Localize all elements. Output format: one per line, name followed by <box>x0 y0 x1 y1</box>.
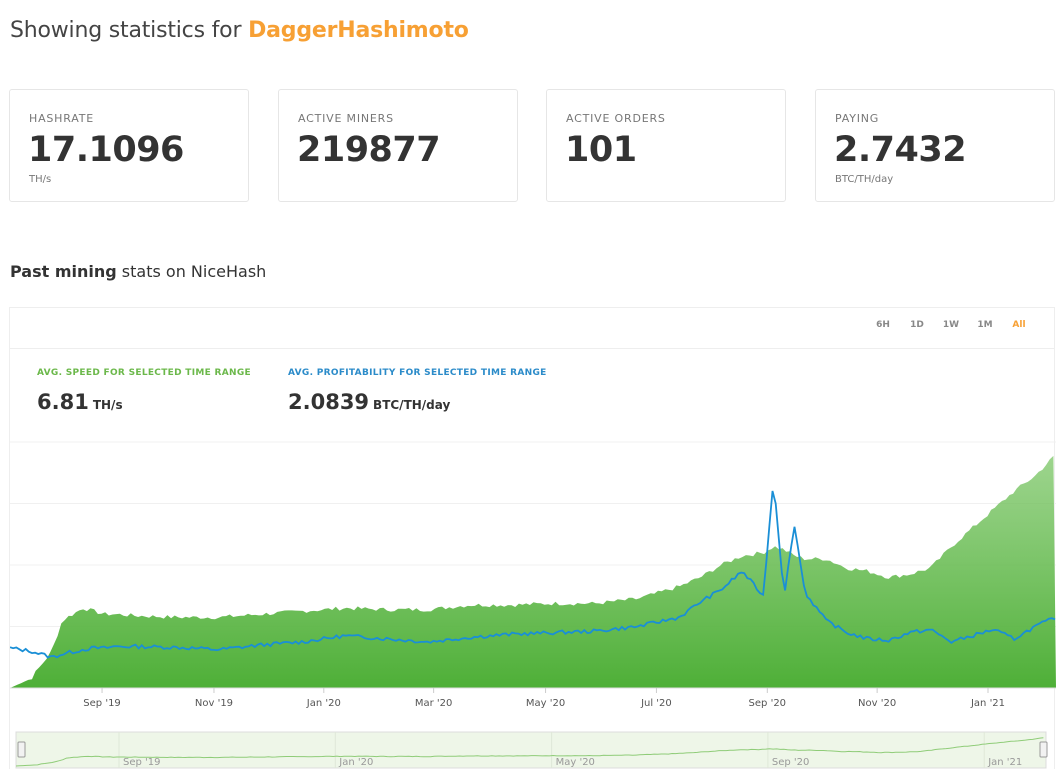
range-1w-button[interactable]: 1W <box>942 320 960 330</box>
stat-card-hashrate: HASHRATE 17.1096 TH/s <box>9 89 249 202</box>
algorithm-name: DaggerHashimoto <box>248 18 469 43</box>
stat-label: ACTIVE ORDERS <box>566 112 666 125</box>
navigator-left-handle[interactable] <box>17 741 26 758</box>
chart-panel: 6H 1D 1W 1M All AVG. SPEED FOR SELECTED … <box>9 307 1056 769</box>
navigator-series <box>15 737 1044 767</box>
range-1d-button[interactable]: 1D <box>910 320 924 330</box>
avg-speed-value-line: 6.81 TH/s <box>37 390 251 414</box>
stat-card-active-miners: ACTIVE MINERS 219877 <box>278 89 518 202</box>
range-1m-button[interactable]: 1M <box>977 320 993 330</box>
navigator-tick-label: Sep '19 <box>123 757 161 768</box>
x-tick-label: Jan '20 <box>306 698 341 709</box>
section-title-rest: stats on NiceHash <box>116 262 267 281</box>
title-prefix: Showing statistics for <box>10 18 249 43</box>
range-all-button[interactable]: All <box>1012 320 1026 330</box>
x-axis: Sep '19 Nov '19 Jan '20 Mar '20 May '20 Jul '… <box>10 687 1056 709</box>
navigator-tick-label: Jan '20 <box>338 757 373 768</box>
stat-label: PAYING <box>835 112 880 125</box>
navigator-tick-label: Sep '20 <box>772 757 810 768</box>
stat-card-paying: PAYING 2.7432 BTC/TH/day <box>815 89 1055 202</box>
section-title: Past mining stats on NiceHash <box>10 262 266 281</box>
stat-card-active-orders: ACTIVE ORDERS 101 <box>546 89 786 202</box>
x-tick-label: Sep '19 <box>83 698 121 709</box>
avg-speed-unit: TH/s <box>92 398 123 412</box>
x-tick-label: May '20 <box>526 698 565 709</box>
stat-unit: BTC/TH/day <box>835 174 894 185</box>
navigator-right-handle[interactable] <box>1039 741 1048 758</box>
x-tick-label: Nov '20 <box>858 698 896 709</box>
range-6h-button[interactable]: 6H <box>876 320 890 330</box>
stat-value: 17.1096 <box>28 130 184 170</box>
stat-label: ACTIVE MINERS <box>298 112 394 125</box>
range-selector: 6H 1D 1W 1M All <box>866 320 1036 330</box>
x-tick-label: Sep '20 <box>749 698 787 709</box>
avg-speed-label: AVG. SPEED FOR SELECTED TIME RANGE <box>37 368 251 378</box>
avg-profit-value: 2.0839 <box>288 390 370 414</box>
avg-profit-value-line: 2.0839 BTC/TH/day <box>288 390 547 414</box>
speed-series-area <box>10 455 1056 688</box>
navigator-tick-label: Jan '21 <box>987 757 1022 768</box>
avg-speed-block: AVG. SPEED FOR SELECTED TIME RANGE 6.81 T… <box>37 368 251 414</box>
avg-profit-label: AVG. PROFITABILITY FOR SELECTED TIME RAN… <box>288 368 547 378</box>
stat-value: 2.7432 <box>834 130 967 170</box>
navigator[interactable]: Sep '19 Jan '20 May '20 Sep '20 Jan '21 <box>15 731 1048 769</box>
navigator-tick-label: May '20 <box>556 757 595 768</box>
x-tick-label: Jul '20 <box>640 698 672 709</box>
page-title: Showing statistics for DaggerHashimoto <box>10 18 469 43</box>
avg-profit-block: AVG. PROFITABILITY FOR SELECTED TIME RAN… <box>288 368 547 414</box>
section-title-bold: Past mining <box>10 262 117 281</box>
x-tick-label: Mar '20 <box>415 698 453 709</box>
profitability-series-line <box>10 490 1056 659</box>
stat-value: 101 <box>565 130 637 170</box>
avg-speed-value: 6.81 <box>37 390 89 414</box>
stat-value: 219877 <box>297 130 441 170</box>
chart-divider <box>10 348 1054 349</box>
x-tick-label: Nov '19 <box>195 698 233 709</box>
stat-label: HASHRATE <box>29 112 94 125</box>
avg-profit-unit: BTC/TH/day <box>373 398 451 412</box>
navigator-range[interactable] <box>15 731 1047 769</box>
stat-unit: TH/s <box>29 174 52 185</box>
chart-svg[interactable]: Sep '19 Nov '19 Jan '20 Mar '20 May '20 Jul '… <box>10 308 1056 769</box>
x-tick-label: Jan '21 <box>970 698 1005 709</box>
